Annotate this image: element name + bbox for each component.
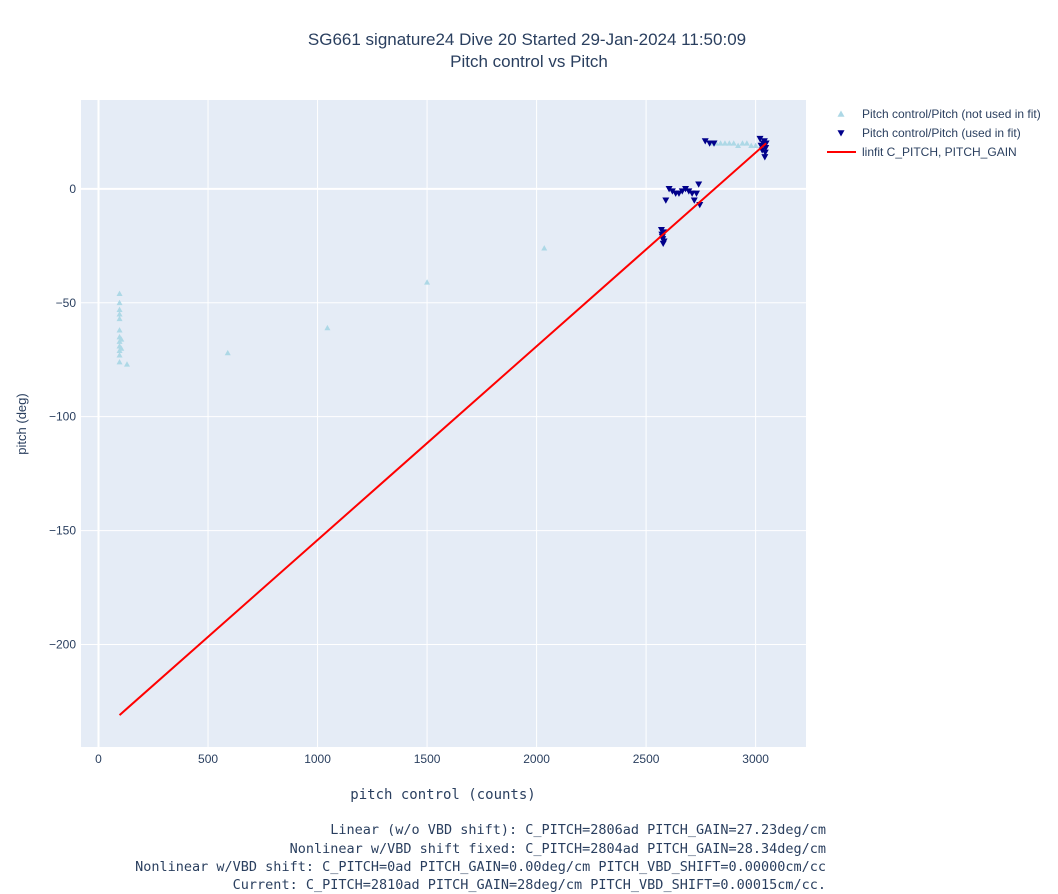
x-tick-label: 1000 — [304, 752, 331, 766]
point-used-in-fit — [706, 140, 714, 147]
legend[interactable]: Pitch control/Pitch (not used in fit) Pit… — [827, 107, 1041, 159]
point-not-used-in-fit — [743, 140, 750, 146]
chart-subtitle: Pitch control vs Pitch — [450, 52, 608, 71]
y-tick-label: −50 — [56, 296, 77, 310]
y-tick-label: −100 — [49, 410, 76, 424]
chart-title: SG661 signature24 Dive 20 Started 29-Jan… — [308, 30, 746, 49]
point-used-in-fit — [688, 190, 696, 197]
summary-current: Current: C_PITCH=2810ad PITCH_GAIN=28deg… — [232, 877, 826, 893]
point-used-in-fit — [710, 140, 718, 147]
x-tick-label: 2500 — [633, 752, 660, 766]
y-tick-label: 0 — [69, 182, 76, 196]
summary-nonlinear-shift: Nonlinear w/VBD shift: C_PITCH=0ad PITCH… — [135, 859, 826, 875]
point-used-in-fit — [678, 188, 686, 195]
legend-item-label: Pitch control/Pitch (not used in fit) — [862, 107, 1041, 121]
x-tick-label: 0 — [95, 752, 102, 766]
point-used-in-fit — [682, 186, 690, 193]
chart: SG661 signature24 Dive 20 Started 29-Jan… — [14, 30, 1041, 803]
point-not-used-in-fit — [116, 358, 123, 365]
point-not-used-in-fit — [739, 140, 746, 146]
plot-area — [81, 100, 806, 747]
point-not-used-in-fit — [726, 140, 733, 146]
y-axis-label: pitch (deg) — [14, 393, 29, 454]
axis-ticks: 0 500 1000 1500 2000 2500 3000 0 −50 −100 −150 −200 — [49, 182, 769, 766]
x-tick-label: 2000 — [523, 752, 550, 766]
point-used-in-fit — [668, 188, 676, 195]
point-not-used-in-fit — [424, 279, 431, 285]
point-not-used-in-fit — [118, 336, 125, 342]
point-used-in-fit — [690, 197, 698, 204]
summary-linear: Linear (w/o VBD shift): C_PITCH=2806ad P… — [330, 822, 826, 838]
x-tick-label: 500 — [198, 752, 218, 766]
x-tick-label: 3000 — [742, 752, 769, 766]
legend-item-label: Pitch control/Pitch (used in fit) — [862, 126, 1021, 140]
point-not-used-in-fit — [752, 142, 759, 148]
point-not-used-in-fit — [118, 345, 125, 351]
point-not-used-in-fit — [116, 352, 123, 358]
point-used-in-fit — [662, 197, 670, 204]
point-not-used-in-fit — [721, 140, 728, 146]
point-used-in-fit — [660, 229, 668, 236]
legend-item-label: linfit C_PITCH, PITCH_GAIN — [862, 145, 1017, 159]
summary-nonlinear-fixed: Nonlinear w/VBD shift fixed: C_PITCH=280… — [289, 841, 826, 857]
point-not-used-in-fit — [717, 140, 724, 146]
point-used-in-fit — [692, 190, 700, 197]
point-not-used-in-fit — [224, 349, 231, 356]
x-axis-label: pitch control (counts) — [350, 787, 535, 803]
point-not-used-in-fit — [116, 290, 123, 297]
point-used-in-fit — [762, 145, 770, 152]
point-not-used-in-fit — [735, 142, 742, 148]
point-used-in-fit — [761, 154, 769, 161]
fit-line — [118, 142, 767, 716]
point-not-used-in-fit — [116, 315, 123, 322]
point-used-in-fit — [695, 181, 703, 188]
point-used-in-fit — [675, 190, 683, 197]
x-tick-label: 1500 — [414, 752, 441, 766]
legend-used-marker — [837, 130, 845, 137]
y-tick-label: −150 — [49, 524, 76, 538]
point-not-used-in-fit — [116, 327, 123, 333]
point-not-used-in-fit — [116, 311, 123, 317]
y-tick-label: −200 — [49, 637, 76, 651]
point-used-in-fit — [685, 188, 693, 195]
point-not-used-in-fit — [116, 306, 123, 312]
point-used-in-fit — [660, 238, 668, 245]
legend-not-used-marker — [837, 110, 845, 117]
point-used-in-fit — [761, 149, 769, 156]
point-used-in-fit — [701, 138, 709, 145]
point-not-used-in-fit — [116, 299, 123, 306]
point-not-used-in-fit — [541, 245, 548, 251]
point-not-used-in-fit — [123, 361, 130, 367]
data-layer — [116, 135, 770, 716]
point-not-used-in-fit — [748, 142, 755, 148]
point-not-used-in-fit — [730, 140, 737, 146]
point-used-in-fit — [756, 135, 764, 143]
gridlines — [81, 100, 806, 747]
point-not-used-in-fit — [324, 324, 331, 331]
point-used-in-fit — [665, 186, 673, 193]
